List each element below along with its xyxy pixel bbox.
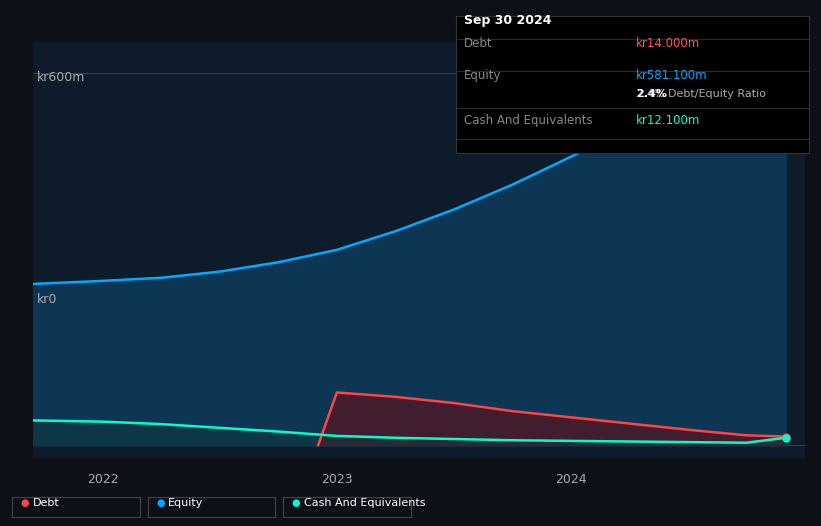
Text: kr12.100m: kr12.100m (636, 114, 700, 127)
Text: Equity: Equity (464, 69, 502, 82)
Text: 2.4%: 2.4% (636, 89, 667, 99)
Text: Cash And Equivalents: Cash And Equivalents (304, 498, 425, 508)
Text: ●: ● (291, 498, 300, 508)
Text: kr0: kr0 (37, 294, 57, 307)
Text: Debt: Debt (33, 498, 60, 508)
Text: 2024: 2024 (555, 473, 586, 486)
Text: Sep 30 2024: Sep 30 2024 (464, 14, 552, 27)
Text: Cash And Equivalents: Cash And Equivalents (464, 114, 593, 127)
Text: 2.4% Debt/Equity Ratio: 2.4% Debt/Equity Ratio (636, 89, 766, 99)
Text: 2023: 2023 (321, 473, 353, 486)
Text: 2022: 2022 (87, 473, 119, 486)
Text: kr14.000m: kr14.000m (636, 37, 700, 50)
Text: Debt: Debt (464, 37, 493, 50)
Text: ●: ● (21, 498, 29, 508)
Text: kr600m: kr600m (37, 71, 85, 84)
Text: Equity: Equity (168, 498, 204, 508)
Text: kr581.100m: kr581.100m (636, 69, 708, 82)
Text: ●: ● (156, 498, 164, 508)
